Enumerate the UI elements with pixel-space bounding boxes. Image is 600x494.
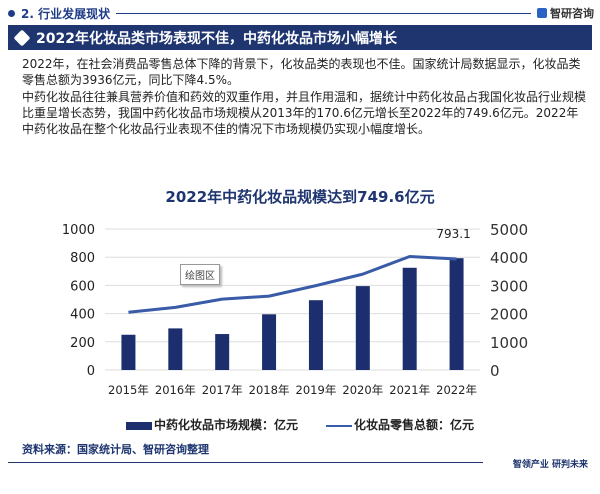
bar [355, 286, 370, 370]
legend-item-line: 化妆品零售总额：亿元 [326, 416, 474, 433]
right-tick-label: 4000 [490, 249, 528, 267]
body-text: 2022年，在社会消费品零售总体下降的背景下，化妆品类的表现也不佳。国家统计局数… [22, 56, 588, 137]
right-tick-label: 3000 [490, 277, 528, 295]
bullet-icon [8, 9, 15, 17]
right-tick-label: 1000 [490, 334, 528, 352]
x-tick-label: 2019年 [296, 383, 337, 397]
x-tick-label: 2022年 [436, 383, 477, 397]
divider [116, 12, 531, 14]
bar [449, 258, 464, 370]
x-tick-label: 2016年 [155, 383, 196, 397]
legend: 中药化妆品市场规模：亿元 化妆品零售总额：亿元 [0, 416, 600, 433]
bar [121, 334, 136, 370]
bar-swatch [125, 421, 152, 430]
left-tick-label: 1000 [62, 223, 95, 238]
left-tick-label: 200 [70, 336, 95, 351]
section-header: 2. 行业发展现状 智研咨询 [8, 4, 594, 22]
left-tick-label: 800 [70, 251, 95, 266]
line-swatch [326, 424, 352, 427]
x-tick-label: 2021年 [389, 383, 430, 397]
chart-title: 2022年中药化妆品规模达到749.6亿元 [165, 188, 435, 206]
bar [168, 328, 183, 370]
right-tick-label: 2000 [490, 306, 528, 324]
bar [402, 267, 417, 370]
line-series [128, 254, 457, 314]
paragraph: 2022年，在社会消费品零售总体下降的背景下，化妆品类的表现也不佳。国家统计局数… [22, 57, 581, 88]
logo-icon [537, 8, 547, 18]
plot-area-label: 绘图区 [180, 264, 220, 285]
brand-logo: 智研咨询 [537, 5, 594, 21]
left-tick-label: 600 [70, 279, 95, 294]
paragraph: 中药化妆品往往兼具营养价值和药效的双重作用，并且作用温和，据统计中药化妆品占我国… [22, 89, 587, 137]
logo-text: 智研咨询 [550, 7, 594, 20]
section-title: 2. 行业发展现状 [21, 6, 111, 21]
left-tick-label: 0 [87, 364, 95, 379]
right-tick-label: 5000 [490, 221, 528, 239]
slide-title: 2022年化妆品类市场表现不佳，中药化妆品市场小幅增长 [36, 30, 397, 47]
legend-item-bar: 中药化妆品市场规模：亿元 [125, 416, 298, 433]
x-tick-label: 2017年 [202, 383, 243, 397]
bar [308, 300, 323, 370]
x-tick-label: 2018年 [249, 383, 290, 397]
slogan: 智领产业 研判未来 [512, 460, 588, 470]
right-tick-label: 0 [490, 362, 500, 380]
left-tick-label: 400 [70, 308, 95, 323]
footer-divider [8, 462, 483, 463]
source-note: 资料来源：国家统计局、智研咨询整理 [22, 443, 209, 456]
x-tick-label: 2015年 [108, 383, 149, 397]
title-bar: 2022年化妆品类市场表现不佳，中药化妆品市场小幅增长 [8, 25, 592, 50]
legend-label: 中药化妆品市场规模：亿元 [153, 418, 298, 432]
x-tick-label: 2020年 [342, 383, 383, 397]
bar [215, 334, 230, 370]
data-label: 793.1 [436, 227, 470, 241]
legend-label: 化妆品零售总额：亿元 [354, 418, 475, 432]
bar [262, 314, 277, 370]
